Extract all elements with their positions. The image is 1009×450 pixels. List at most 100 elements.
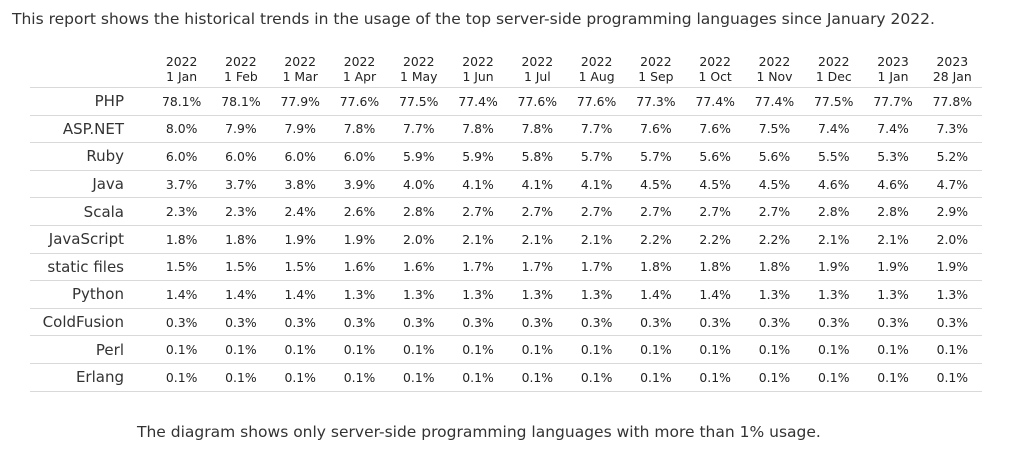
usage-value: 2.1% [507, 224, 567, 254]
language-name: static files [30, 252, 152, 281]
usage-value: 7.3% [922, 114, 982, 143]
usage-value: 2.1% [804, 224, 864, 254]
usage-value: 77.8% [922, 87, 982, 116]
usage-value: 0.3% [389, 307, 449, 336]
usage-value: 5.3% [863, 142, 923, 171]
column-header-year: 2022 [699, 54, 731, 69]
column-header: 2022 1 Jun [448, 52, 507, 88]
column-header: 2022 1 Feb [211, 52, 270, 88]
usage-value: 2.1% [566, 224, 627, 254]
column-header: 2022 1 Oct [686, 52, 745, 88]
usage-value: 77.6% [507, 87, 567, 116]
usage-value: 6.0% [329, 142, 390, 171]
usage-value: 6.0% [270, 142, 330, 171]
column-header-year: 2022 [521, 54, 554, 69]
column-header: 2022 1 Dec [804, 52, 863, 88]
usage-value: 1.9% [922, 252, 982, 281]
language-name: Perl [30, 335, 152, 364]
usage-value: 7.6% [685, 114, 745, 143]
usage-value: 0.1% [685, 362, 745, 392]
usage-value: 0.1% [863, 335, 923, 364]
usage-value: 6.0% [152, 142, 212, 171]
usage-value: 0.3% [804, 307, 864, 336]
column-header-year: 2022 [580, 54, 613, 69]
column-header: 2022 1 Mar [271, 52, 330, 88]
usage-value: 1.4% [270, 280, 330, 309]
language-name: Java [30, 169, 152, 198]
column-header-date: 1 Apr [342, 69, 377, 84]
usage-value: 0.1% [566, 362, 627, 392]
usage-value: 78.1% [211, 87, 271, 116]
language-name: Erlang [30, 362, 152, 392]
usage-value: 1.3% [744, 280, 805, 309]
usage-value: 5.6% [685, 142, 745, 171]
usage-value: 0.1% [863, 362, 923, 392]
usage-value: 0.1% [507, 362, 567, 392]
usage-value: 1.3% [863, 280, 923, 309]
usage-value: 4.6% [804, 169, 864, 198]
usage-value: 8.0% [152, 114, 212, 143]
usage-value: 2.4% [270, 197, 330, 226]
usage-value: 2.3% [152, 197, 212, 226]
usage-value: 1.8% [152, 224, 212, 254]
usage-value: 2.7% [566, 197, 627, 226]
usage-value: 4.6% [863, 169, 923, 198]
usage-value: 0.1% [922, 362, 982, 392]
usage-value: 1.3% [566, 280, 627, 309]
language-name: PHP [30, 87, 152, 116]
usage-value: 1.8% [685, 252, 745, 281]
column-header-date: 1 Mar [282, 69, 318, 84]
usage-value: 5.7% [566, 142, 627, 171]
usage-value: 5.2% [922, 142, 982, 171]
column-header-date: 1 Nov [756, 69, 793, 84]
usage-value: 0.1% [685, 335, 745, 364]
usage-value: 1.5% [270, 252, 330, 281]
usage-value: 4.5% [744, 169, 805, 198]
usage-value: 4.7% [922, 169, 982, 198]
table-row: Erlang 0.1% 0.1% 0.1% 0.1% 0.1% 0.1% 0.1% 0.1% 0.… [30, 362, 982, 392]
footnote: The diagram shows only server-side progr… [137, 423, 821, 441]
usage-value: 7.4% [804, 114, 864, 143]
usage-value: 0.1% [804, 335, 864, 364]
usage-value: 7.9% [270, 114, 330, 143]
usage-value: 0.3% [566, 307, 627, 336]
usage-value: 2.3% [211, 197, 271, 226]
column-header-date: 28 Jan [932, 69, 972, 84]
usage-value: 1.7% [448, 252, 508, 281]
usage-value: 4.0% [389, 169, 449, 198]
usage-value: 7.8% [507, 114, 567, 143]
usage-value: 1.4% [685, 280, 745, 309]
column-header-year: 2022 [343, 54, 376, 69]
column-header: 2023 1 Jan [863, 52, 922, 88]
usage-value: 7.5% [744, 114, 805, 143]
usage-value: 2.8% [804, 197, 864, 226]
usage-value: 1.4% [152, 280, 212, 309]
usage-value: 1.6% [389, 252, 449, 281]
usage-value: 3.7% [152, 169, 212, 198]
table-row: Scala 2.3% 2.3% 2.4% 2.6% 2.8% 2.7% 2.7% 2.7% 2.7… [30, 197, 982, 226]
report-intro: This report shows the historical trends … [12, 10, 935, 28]
usage-value: 0.1% [329, 335, 390, 364]
usage-value: 0.1% [270, 362, 330, 392]
usage-value: 5.6% [744, 142, 805, 171]
usage-value: 1.7% [507, 252, 567, 281]
usage-value: 1.8% [211, 224, 271, 254]
usage-value: 1.9% [329, 224, 390, 254]
usage-value: 0.1% [152, 362, 212, 392]
usage-value: 5.5% [804, 142, 864, 171]
language-name: Python [30, 280, 152, 309]
usage-value: 0.1% [270, 335, 330, 364]
usage-value: 2.7% [448, 197, 508, 226]
usage-value: 7.8% [448, 114, 508, 143]
column-header-date: 1 Jul [523, 69, 551, 84]
usage-value: 1.5% [152, 252, 212, 281]
usage-value: 2.0% [922, 224, 982, 254]
column-header-date: 1 May [400, 69, 438, 84]
usage-value: 5.8% [507, 142, 567, 171]
usage-value: 7.4% [863, 114, 923, 143]
usage-value: 2.7% [507, 197, 567, 226]
column-header-date: 1 Sep [638, 69, 674, 84]
usage-value: 1.6% [329, 252, 390, 281]
usage-value: 1.3% [329, 280, 390, 309]
usage-value: 0.3% [922, 307, 982, 336]
